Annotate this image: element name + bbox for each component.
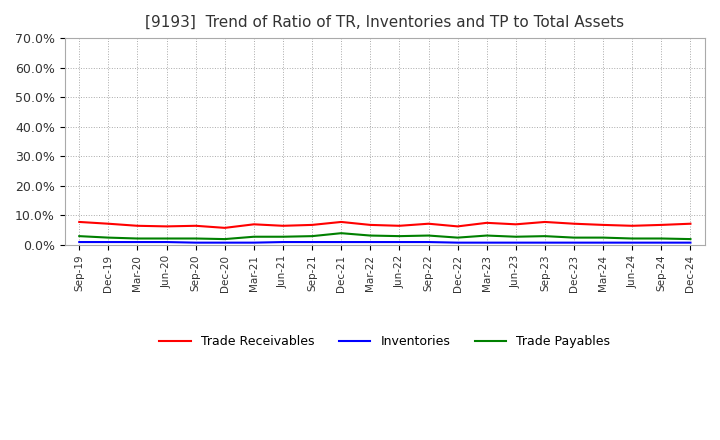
Trade Receivables [366,222,374,227]
Inventories [104,239,113,245]
Trade Receivables [424,221,433,226]
Inventories [511,240,520,245]
Trade Payables [454,235,462,240]
Trade Receivables [307,222,316,227]
Trade Payables [250,234,258,239]
Line: Trade Receivables: Trade Receivables [79,222,690,228]
Inventories [657,240,666,245]
Inventories [192,240,200,245]
Inventories [279,239,287,245]
Inventories [454,240,462,245]
Trade Payables [75,234,84,239]
Trade Payables [686,236,695,242]
Legend: Trade Receivables, Inventories, Trade Payables: Trade Receivables, Inventories, Trade Pa… [154,330,616,353]
Trade Receivables [570,221,578,226]
Inventories [337,239,346,245]
Inventories [482,240,491,245]
Trade Payables [104,235,113,240]
Trade Receivables [599,222,608,227]
Trade Payables [570,235,578,240]
Trade Receivables [162,224,171,229]
Trade Receivables [279,223,287,228]
Inventories [686,240,695,245]
Inventories [220,240,229,245]
Inventories [395,239,404,245]
Inventories [250,240,258,245]
Trade Receivables [657,222,666,227]
Inventories [628,240,636,245]
Trade Payables [541,234,549,239]
Trade Receivables [75,219,84,224]
Inventories [541,240,549,245]
Inventories [162,239,171,245]
Trade Payables [395,234,404,239]
Trade Payables [628,236,636,241]
Trade Receivables [104,221,113,226]
Inventories [133,239,142,245]
Trade Receivables [686,221,695,226]
Trade Payables [366,233,374,238]
Trade Receivables [337,219,346,224]
Trade Receivables [250,222,258,227]
Inventories [599,240,608,245]
Trade Receivables [511,222,520,227]
Trade Receivables [220,225,229,231]
Trade Payables [424,233,433,238]
Trade Receivables [395,223,404,228]
Line: Trade Payables: Trade Payables [79,233,690,239]
Trade Payables [337,231,346,236]
Title: [9193]  Trend of Ratio of TR, Inventories and TP to Total Assets: [9193] Trend of Ratio of TR, Inventories… [145,15,624,30]
Trade Payables [192,236,200,241]
Trade Payables [657,236,666,241]
Inventories [307,239,316,245]
Trade Payables [511,234,520,239]
Trade Receivables [541,219,549,224]
Trade Payables [162,236,171,241]
Trade Payables [482,233,491,238]
Inventories [75,239,84,245]
Inventories [424,239,433,245]
Inventories [570,240,578,245]
Trade Receivables [482,220,491,225]
Trade Receivables [192,223,200,228]
Trade Receivables [454,224,462,229]
Trade Receivables [628,223,636,228]
Trade Payables [133,236,142,241]
Trade Receivables [133,223,142,228]
Trade Payables [307,234,316,239]
Trade Payables [599,235,608,240]
Inventories [366,239,374,245]
Trade Payables [220,236,229,242]
Trade Payables [279,234,287,239]
